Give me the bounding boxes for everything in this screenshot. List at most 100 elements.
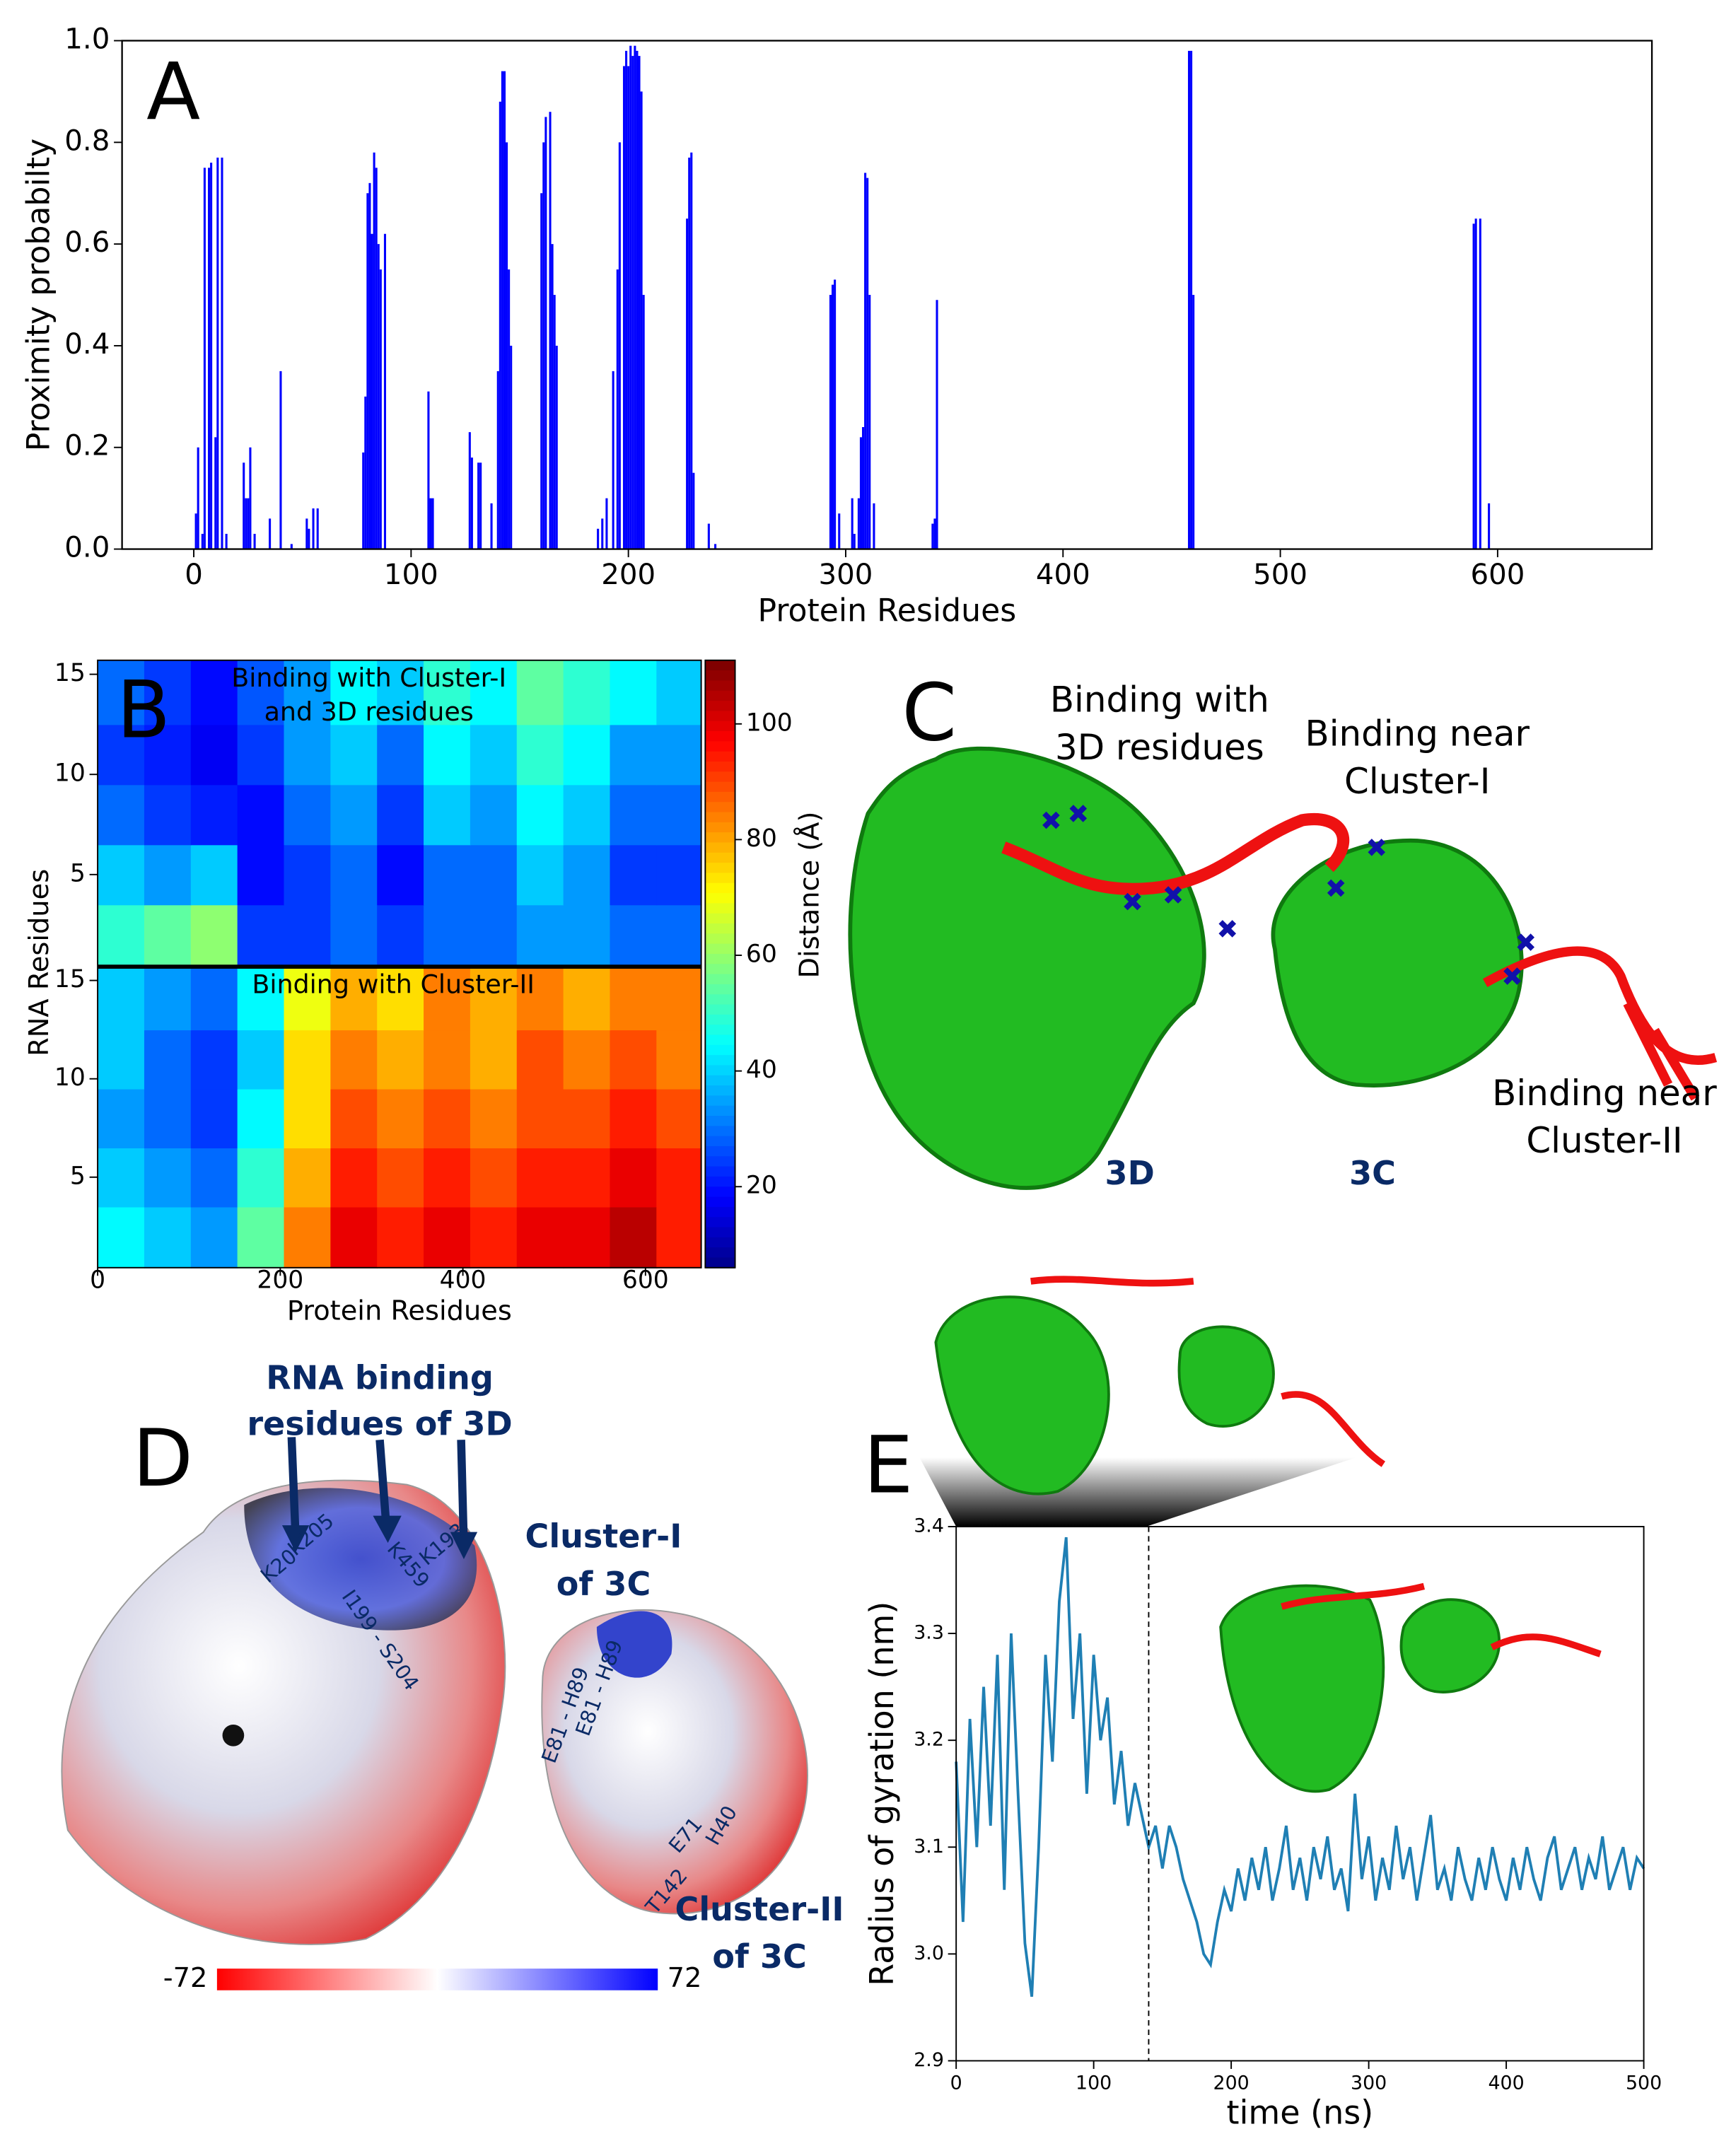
heatmap-cell xyxy=(610,1206,658,1269)
colorbar-segment xyxy=(705,771,735,783)
bar xyxy=(197,447,199,549)
bar xyxy=(627,66,630,549)
heatmap-cell xyxy=(98,844,145,906)
panel-label: E xyxy=(863,1421,913,1512)
colorbar-segment xyxy=(705,1105,735,1116)
heatmap-cell xyxy=(237,784,285,846)
heatmap-cell xyxy=(656,1030,702,1090)
heatmap-cell xyxy=(377,784,425,846)
y-tick-label: 15 xyxy=(54,659,86,687)
heatmap-cell xyxy=(330,1206,378,1269)
bar xyxy=(279,371,282,549)
heatmap-cell xyxy=(516,724,564,786)
heatmap-cell xyxy=(98,1148,145,1208)
esp-colorbar xyxy=(216,1969,658,1990)
structure-c xyxy=(848,746,1718,1190)
heatmap-cell xyxy=(610,660,658,725)
heatmap-cell xyxy=(144,1030,192,1090)
x-tick-label: 0 xyxy=(950,2072,962,2094)
y-tick-label: 1.0 xyxy=(64,23,110,56)
heatmap-cell xyxy=(144,1206,192,1269)
heatmap-cell xyxy=(190,1030,238,1090)
colorbar-segment xyxy=(705,701,735,712)
colorbar-segment xyxy=(705,1196,735,1208)
heatmap-cell xyxy=(237,967,285,1031)
bar xyxy=(245,498,247,549)
colorbar-segment xyxy=(705,690,735,702)
heatmap-cell xyxy=(516,904,564,968)
bar xyxy=(857,498,860,549)
colorbar-label: Distance (Å) xyxy=(792,812,825,979)
annotation: residues of 3D xyxy=(247,1405,512,1443)
bar xyxy=(499,101,501,549)
heatmap-cell xyxy=(330,844,378,906)
heatmap-cell xyxy=(610,844,658,906)
colorbar-segment xyxy=(705,842,735,853)
heatmap-cell xyxy=(424,660,471,725)
protein xyxy=(1177,1325,1275,1428)
protein xyxy=(934,1295,1110,1495)
bar xyxy=(551,244,554,549)
bar xyxy=(383,233,386,549)
heatmap-cell xyxy=(470,967,518,1031)
axes-frame xyxy=(955,1526,1645,2062)
heatmap-cell xyxy=(190,1206,238,1269)
colorbar-segment xyxy=(705,721,735,732)
heatmap-cell xyxy=(190,1148,238,1208)
annotation: Binding with Cluster-II xyxy=(252,969,535,999)
heatmap-cell xyxy=(377,1030,425,1090)
panel-label: C xyxy=(902,668,957,759)
residue-sticks xyxy=(1042,805,1535,985)
colorbar-tick-label: 100 xyxy=(746,709,793,737)
y-tick-label: 5 xyxy=(70,1162,86,1190)
bar xyxy=(364,396,367,549)
colorbar-segment xyxy=(705,670,735,682)
annotation: Binding with Cluster-I xyxy=(231,663,506,693)
y-tick-label: 5 xyxy=(70,859,86,887)
bar xyxy=(496,371,499,549)
bar xyxy=(1190,50,1193,549)
x-tick-label: 0 xyxy=(185,559,203,591)
heatmap-cell xyxy=(424,1088,471,1149)
bar xyxy=(203,168,206,549)
bar xyxy=(503,71,506,549)
colorbar-segment xyxy=(705,711,735,722)
bar xyxy=(373,152,375,549)
bar xyxy=(555,345,558,549)
heatmap-cell xyxy=(656,1148,702,1208)
heatmap-cell xyxy=(330,1148,378,1208)
annotation: Cluster-I xyxy=(525,1517,682,1556)
bar xyxy=(636,50,639,549)
x-tick-label: 200 xyxy=(1213,2072,1249,2094)
protein xyxy=(1399,1598,1501,1693)
bar xyxy=(936,300,938,549)
heatmap-cell xyxy=(424,844,471,906)
bar xyxy=(377,244,380,549)
colorbar-segment xyxy=(705,730,735,742)
bar xyxy=(375,168,378,549)
colorbar-segment xyxy=(705,1145,735,1158)
heatmap-cell xyxy=(377,1088,425,1149)
heatmap-cell xyxy=(377,1206,425,1269)
bar xyxy=(859,437,863,549)
axes-frame xyxy=(121,40,1653,550)
y-axis-label: Radius of gyration (nm) xyxy=(863,1602,901,1986)
heatmap-cell xyxy=(610,724,658,786)
heatmap-cell xyxy=(656,967,702,1031)
colorbar-segment xyxy=(705,1136,735,1147)
bar xyxy=(208,168,211,549)
bar xyxy=(1472,223,1475,549)
colorbar-segment xyxy=(705,1237,735,1249)
bar xyxy=(862,426,865,549)
heatmap-cell xyxy=(424,1030,471,1090)
heatmap-cell xyxy=(144,660,192,725)
bar xyxy=(214,437,217,549)
heatmap-cell xyxy=(284,660,332,725)
bar xyxy=(368,182,371,549)
heatmap-cell xyxy=(424,784,471,846)
x-axis-label: Protein Residues xyxy=(758,593,1017,629)
colorbar-segment xyxy=(705,1034,735,1046)
cavity xyxy=(222,1724,245,1747)
colorbar-segment xyxy=(705,751,735,762)
line xyxy=(955,1537,1645,1998)
